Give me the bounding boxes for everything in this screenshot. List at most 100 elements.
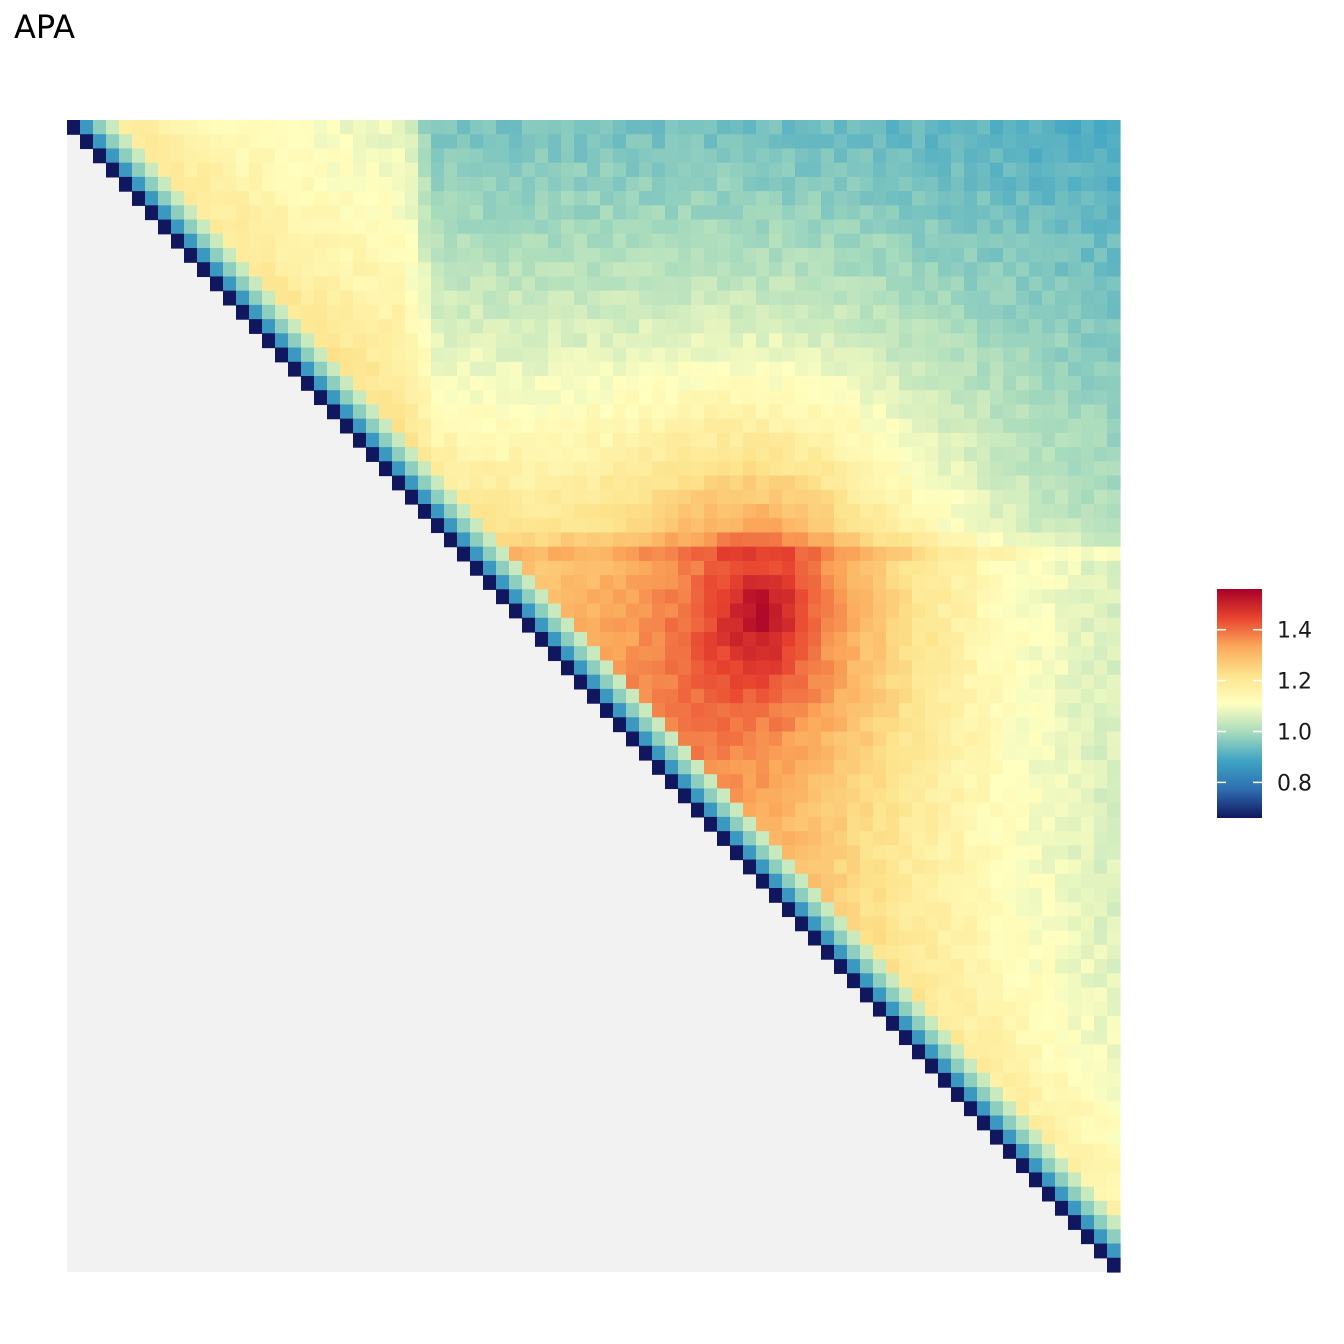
heatmap-cell [431,475,445,491]
heatmap-cell [405,475,419,491]
heatmap-cell [639,361,653,377]
heatmap-cell [561,162,575,178]
heatmap-cell [561,248,575,263]
heatmap-cell [561,390,575,406]
heatmap-cell [483,575,497,590]
heatmap-cell [808,148,822,164]
heatmap-cell [327,233,341,249]
heatmap-cell [1068,717,1082,733]
heatmap-cell [769,461,783,477]
heatmap-cell [184,176,198,192]
heatmap-cell [561,532,575,548]
heatmap-cell [1003,1144,1017,1159]
heatmap-cell [938,760,952,775]
heatmap-cell [561,575,575,590]
heatmap-cell [249,290,263,306]
heatmap-cell [938,802,952,818]
heatmap-cell [912,475,926,491]
heatmap-cell [964,333,978,349]
heatmap-cell [678,617,692,633]
heatmap-cell [1055,774,1069,790]
heatmap-cell [977,617,991,633]
heatmap-cell [886,575,900,590]
heatmap-cell [769,788,783,804]
heatmap-cell [561,304,575,320]
heatmap-cell [899,802,913,818]
heatmap-cell [717,276,731,292]
heatmap-cell [899,617,913,633]
heatmap-cell [327,333,341,349]
heatmap-cell [717,361,731,377]
heatmap-cell [756,404,770,420]
heatmap-cell [951,944,965,960]
heatmap-cell [925,774,939,790]
heatmap-cell [1055,205,1069,221]
heatmap-cell [808,589,822,605]
heatmap-cell [834,248,848,263]
heatmap-cell [977,1016,991,1031]
heatmap-cell [782,760,796,775]
heatmap-cell [860,902,874,918]
heatmap-cell [834,774,848,790]
heatmap-cell [678,774,692,790]
heatmap-cell [600,191,614,206]
heatmap-cell [119,162,133,178]
heatmap-cell [678,546,692,562]
heatmap-cell [1081,148,1095,164]
heatmap-cell [613,404,627,420]
heatmap-cell [704,304,718,320]
heatmap-cell [548,532,562,548]
heatmap-cell [808,319,822,334]
heatmap-cell [925,262,939,278]
heatmap-cell [808,191,822,206]
heatmap-cell [847,447,861,462]
heatmap-cell [678,319,692,334]
heatmap-cell [847,518,861,534]
heatmap-cell [704,290,718,306]
heatmap-cell [886,816,900,832]
heatmap-cell [1042,916,1056,932]
heatmap-cell [834,632,848,647]
heatmap-cell [821,162,835,178]
heatmap-cell [1107,745,1121,761]
heatmap-cell [886,788,900,804]
heatmap-cell [1094,703,1108,718]
heatmap-cell [678,646,692,662]
heatmap-cell [1081,1072,1095,1088]
heatmap-cell [808,347,822,363]
heatmap-cell [951,120,965,135]
heatmap-cell [496,546,510,562]
heatmap-cell [483,162,497,178]
heatmap-cell [444,347,458,363]
heatmap-cell [509,162,523,178]
heatmap-cell [743,120,757,135]
heatmap-cell [1068,248,1082,263]
heatmap-cell [964,176,978,192]
heatmap-cell [574,404,588,420]
heatmap-cell [197,219,211,235]
heatmap-cell [730,262,744,278]
heatmap-cell [847,347,861,363]
heatmap-cell [1094,646,1108,662]
heatmap-cell [925,688,939,704]
heatmap-cell [444,205,458,221]
heatmap-cell [678,504,692,519]
heatmap-cell [886,873,900,889]
heatmap-cell [795,290,809,306]
heatmap-cell [249,134,263,150]
heatmap-cell [925,703,939,718]
heatmap-cell [899,546,913,562]
heatmap-cell [704,760,718,775]
heatmap-cell [1107,1016,1121,1031]
heatmap-cell [1003,646,1017,662]
heatmap-cell [340,219,354,235]
heatmap-cell [1081,191,1095,206]
heatmap-cell [366,347,380,363]
heatmap-cell [834,831,848,846]
heatmap-cell [678,603,692,619]
heatmap-cell [522,262,536,278]
heatmap-cell [678,361,692,377]
heatmap-cell [964,603,978,619]
heatmap-cell [691,176,705,192]
heatmap-cell [1068,617,1082,633]
